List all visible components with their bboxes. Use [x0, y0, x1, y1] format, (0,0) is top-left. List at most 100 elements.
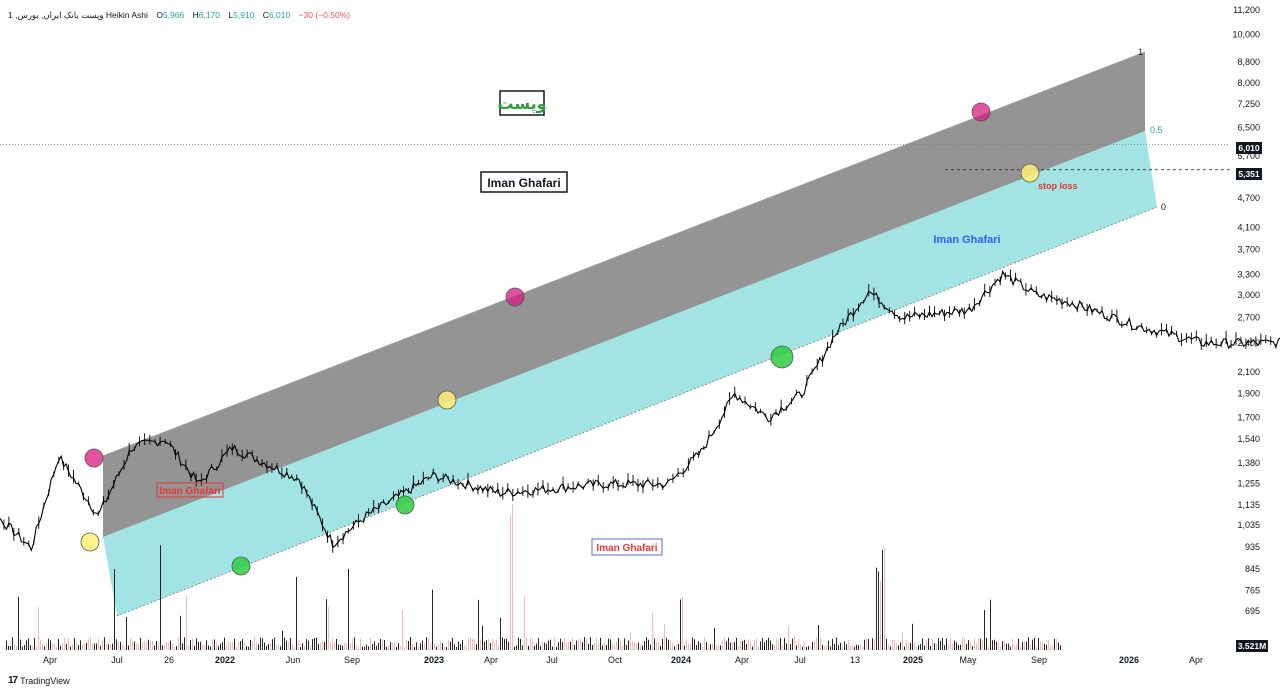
watermark-3[interactable]: Iman Ghafari [596, 543, 657, 554]
volume-bar [488, 638, 489, 650]
annotations[interactable]: وپست Iman Ghafari Iman Ghafari Iman Ghaf… [156, 47, 1166, 556]
volume-bar [912, 623, 913, 650]
close-value: 6,010 [268, 10, 291, 20]
volume-bar [424, 643, 425, 650]
volume-bar [10, 646, 11, 650]
symbol-name[interactable]: 1 ,وپست بانک ایران, بورس [8, 10, 104, 20]
volume-bar [752, 646, 753, 650]
volume-bar [492, 639, 493, 650]
highlight-markers[interactable] [80, 102, 1040, 576]
y-tick-label: 7,250 [1237, 99, 1260, 109]
volume-bar [990, 599, 991, 650]
tradingview-logo-icon: 17 [8, 675, 18, 686]
volume-bar [974, 638, 975, 650]
y-tick-label: 1,700 [1237, 413, 1260, 423]
title-fa[interactable]: وپست [497, 94, 546, 114]
marker-green[interactable] [395, 495, 415, 515]
volume-bar [112, 643, 113, 650]
volume-bar [544, 642, 545, 650]
volume-bar [738, 645, 739, 650]
volume-bar [802, 646, 803, 650]
volume-bar [558, 642, 559, 650]
volume-bar [1014, 645, 1015, 650]
volume-bar [298, 640, 299, 650]
volume-bar [924, 645, 925, 650]
marker-yellow[interactable] [80, 532, 100, 552]
y-tick-label: 8,000 [1237, 78, 1260, 88]
volume-bar [820, 637, 821, 650]
parallel-channel[interactable] [102, 51, 1158, 617]
volume-bar [370, 637, 371, 650]
volume-bar [284, 637, 285, 650]
volume-bar [754, 640, 755, 650]
axes[interactable]: 11,200 10,000 8,800 8,000 7,250 6,500 5,700 4,7… [43, 5, 1260, 665]
volume-bar [60, 646, 61, 650]
volume-bar [432, 589, 433, 650]
volume-bar [644, 641, 645, 650]
marker-pink[interactable] [84, 448, 104, 468]
high-label: H [192, 10, 199, 20]
volume-bar [778, 641, 779, 650]
volume-bar [22, 646, 23, 650]
volume-bar [308, 640, 309, 650]
marker-yellow[interactable] [437, 390, 457, 410]
volume-bar [768, 637, 769, 650]
watermark-4[interactable]: Iman Ghafari [933, 234, 1000, 246]
volume-bar [598, 643, 599, 650]
volume-bar [890, 646, 891, 650]
volume-bar [412, 643, 413, 650]
high-value: 6,170 [198, 10, 221, 20]
volume-bar [848, 640, 849, 650]
volume-bar [494, 642, 495, 650]
volume-bar [458, 641, 459, 650]
volume-bar [304, 645, 305, 650]
volume-bar [120, 641, 121, 650]
volume-bar [382, 639, 383, 650]
volume-bar [142, 641, 143, 650]
volume-bar [1008, 643, 1009, 650]
volume-bar [398, 643, 399, 650]
volume-bar [254, 637, 255, 650]
marker-pink[interactable] [971, 102, 991, 122]
volume-bar [880, 580, 881, 650]
stop-loss-label[interactable]: stop loss [1038, 181, 1078, 191]
volume-bar [530, 637, 531, 650]
y-tick-label: 5,700 [1237, 151, 1260, 161]
volume-bar [780, 637, 781, 650]
volume-bar [664, 623, 665, 650]
volume-bar [224, 637, 225, 650]
volume-bar [1046, 644, 1047, 650]
volume-bar [976, 643, 977, 650]
watermark-2[interactable]: Iman Ghafari [159, 486, 220, 497]
marker-green[interactable] [770, 345, 794, 369]
volume-bar [894, 639, 895, 650]
volume-bar [876, 567, 877, 650]
volume-bar [444, 646, 445, 650]
volume-bar [408, 640, 409, 650]
volume-bar [822, 644, 823, 650]
volume-bar [594, 643, 595, 650]
marker-pink[interactable] [505, 287, 525, 307]
volume-bar [674, 646, 675, 650]
volume-bar [418, 645, 419, 650]
volume-bar [678, 644, 679, 650]
volume-bar [608, 638, 609, 650]
volume-bar [80, 640, 81, 650]
y-tick-label: 4,100 [1237, 222, 1260, 232]
marker-green[interactable] [231, 556, 251, 576]
x-tick-label: Apr [43, 655, 57, 665]
price-series [0, 269, 1280, 553]
volume-bar [764, 642, 765, 650]
volume-bar [578, 639, 579, 650]
volume-bar [46, 642, 47, 650]
change-value: −30 (−0.50%) [298, 10, 351, 20]
volume-bar [442, 643, 443, 650]
volume-bar [680, 599, 681, 650]
volume-bar [172, 643, 173, 650]
volume-bar [582, 642, 583, 650]
volume-bar [320, 643, 321, 650]
volume-bar [984, 610, 985, 650]
marker-yellow[interactable] [1020, 163, 1040, 183]
watermark-1[interactable]: Iman Ghafari [487, 176, 560, 190]
